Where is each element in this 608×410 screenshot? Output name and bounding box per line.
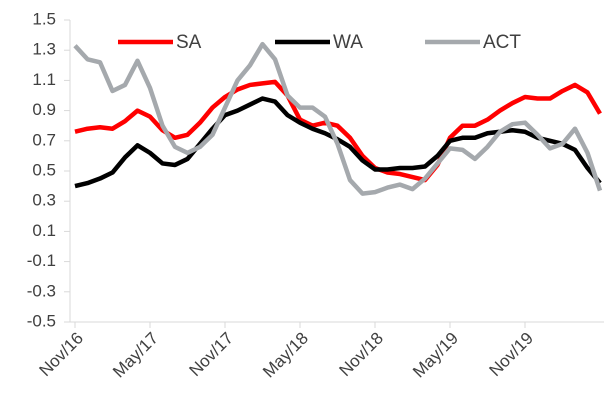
y-tick-label: -0.5: [27, 311, 56, 330]
y-tick-label: -0.1: [27, 251, 56, 270]
x-tick-label: Nov/17: [185, 329, 237, 381]
x-tick-label: Nov/18: [335, 329, 387, 381]
x-tick-label: May/19: [409, 329, 462, 382]
y-tick-label: 0.3: [32, 191, 56, 210]
y-tick-label: 0.7: [32, 130, 56, 149]
y-tick-label: 1.5: [32, 9, 56, 28]
x-tick-label: Nov/16: [35, 329, 87, 381]
y-tick-label: 1.1: [32, 70, 56, 89]
y-tick-label: 0.5: [32, 160, 56, 179]
x-tick-label: May/17: [109, 329, 162, 382]
legend-label: SA: [176, 32, 202, 53]
x-tick-label: Nov/19: [485, 329, 537, 381]
legend-label: WA: [333, 32, 363, 53]
series-line: [73, 41, 603, 196]
y-tick-label: 0.9: [32, 100, 56, 119]
legend: SA WA ACT: [118, 32, 521, 53]
y-tick-label: 1.3: [32, 40, 56, 59]
y-tick-label: 0.1: [32, 221, 56, 240]
x-tick-label: May/18: [259, 329, 312, 382]
legend-label: ACT: [483, 32, 521, 53]
y-tick-label: -0.3: [27, 281, 56, 300]
series-line: [74, 79, 602, 183]
